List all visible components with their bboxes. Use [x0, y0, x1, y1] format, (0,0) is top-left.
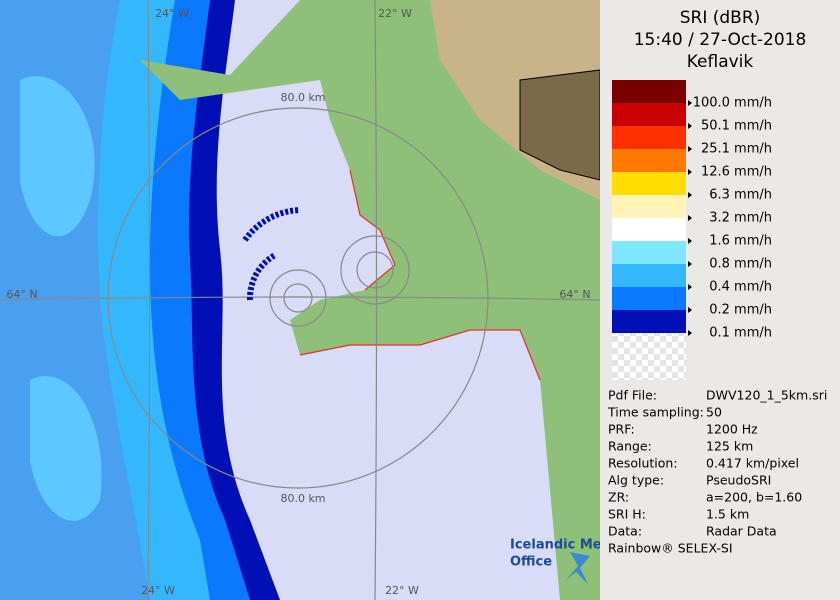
info-value: Radar Data [706, 524, 777, 539]
footer: Rainbow® SELEX-SI [608, 541, 733, 556]
map-label: 24° W [155, 7, 189, 20]
info-label: Range: [608, 439, 652, 454]
header-line: 15:40 / 27-Oct-2018 [634, 30, 807, 50]
map-label: 64° N [6, 288, 37, 301]
header-line: Keflavik [687, 52, 754, 72]
legend-swatch [612, 218, 686, 241]
legend-pointer [688, 100, 692, 106]
info-label: Pdf File: [608, 388, 657, 403]
legend-swatch [612, 195, 686, 218]
legend-label: 0.8 mm/h [709, 257, 772, 272]
info-value: PseudoSRI [706, 473, 771, 488]
info-label: ZR: [608, 490, 629, 505]
info-label: Alg type: [608, 473, 664, 488]
legend-label: 100.0 mm/h [693, 96, 772, 111]
info-label: SRI H: [608, 507, 646, 522]
map-label: 22° W [385, 584, 419, 597]
legend-swatch [612, 287, 686, 310]
legend-label: 1.6 mm/h [709, 234, 772, 249]
legend-pointer [688, 146, 692, 152]
map-label: 64° N [559, 288, 590, 301]
info-label: Data: [608, 524, 642, 539]
legend-pointer [688, 238, 692, 244]
info-label: PRF: [608, 422, 635, 437]
info-value: 1.5 km [706, 507, 749, 522]
info-label: Resolution: [608, 456, 678, 471]
info-value: 50 [706, 405, 722, 420]
legend-pointer [688, 192, 692, 198]
legend-pointer [688, 215, 692, 221]
map-label: 22° W [378, 7, 412, 20]
logo-icon [566, 552, 590, 584]
legend-pointer [688, 261, 692, 267]
legend-swatch [612, 310, 686, 333]
side-panel: SRI (dBR) 15:40 / 27-Oct-2018 Keflavik R… [600, 0, 840, 600]
legend-pointer [688, 330, 692, 336]
legend-swatch [612, 172, 686, 195]
legend-label: 0.4 mm/h [709, 280, 772, 295]
header-line: SRI (dBR) [680, 8, 761, 28]
legend-pointer [688, 123, 692, 129]
legend-swatch [612, 103, 686, 126]
legend-label: 25.1 mm/h [701, 142, 772, 157]
legend-label: 0.1 mm/h [709, 326, 772, 341]
map-label: 80.0 km [280, 492, 325, 505]
map-label: 24° W [141, 584, 175, 597]
legend-label: 3.2 mm/h [709, 211, 772, 226]
legend-pointer [688, 284, 692, 290]
no-data-swatch [612, 334, 686, 380]
legend-swatch [612, 80, 686, 103]
info-value: DWV120_1_5km.sri [706, 388, 827, 403]
info-label: Time sampling: [607, 405, 704, 420]
logo-text: Office [510, 555, 552, 570]
legend-pointer [688, 307, 692, 313]
map-label: 80.0 km [280, 91, 325, 104]
legend-swatch [612, 241, 686, 264]
legend-label: 50.1 mm/h [701, 119, 772, 134]
info-value: 1200 Hz [706, 422, 758, 437]
logo-text: Icelandic Met [510, 538, 608, 553]
legend-swatch [612, 264, 686, 287]
info-value: a=200, b=1.60 [706, 490, 802, 505]
legend-label: 6.3 mm/h [709, 188, 772, 203]
info-value: 125 km [706, 439, 753, 454]
legend-swatch [612, 126, 686, 149]
legend-pointer [688, 169, 692, 175]
legend-swatch [612, 149, 686, 172]
legend-label: 0.2 mm/h [709, 303, 772, 318]
legend-label: 12.6 mm/h [701, 165, 772, 180]
info-value: 0.417 km/pixel [706, 456, 799, 471]
map: 24° W 22° W 80.0 km 64° N 64° N 80.0 km … [0, 0, 608, 600]
